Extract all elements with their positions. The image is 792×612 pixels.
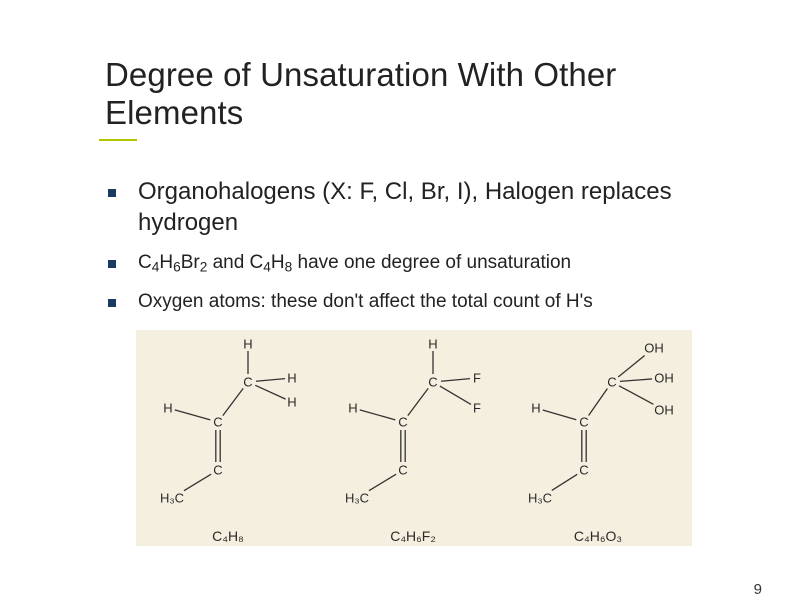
atom-label: H <box>243 337 252 352</box>
atom-label: H₃C <box>160 491 184 506</box>
atom-label: OH <box>644 341 664 356</box>
title-underline-accent <box>99 139 137 141</box>
atom-label: H <box>531 401 540 416</box>
atom-label: C <box>213 415 222 430</box>
bullet-text: Oxygen atoms: these don't affect the tot… <box>138 289 593 315</box>
bullet-row: Oxygen atoms: these don't affect the tot… <box>108 289 718 315</box>
molecule-bonds-svg <box>321 330 506 546</box>
atom-label: C <box>213 463 222 478</box>
atom-label: H <box>287 395 296 410</box>
molecule-formula-label: C₄H₆F₂ <box>390 528 436 544</box>
atom-label: F <box>473 401 481 416</box>
atom-label: OH <box>654 403 674 418</box>
atom-label: C <box>243 375 252 390</box>
slide-title: Degree of Unsaturation With Other Elemen… <box>105 56 705 133</box>
bullet-square-icon <box>108 260 116 268</box>
atom-label: C <box>579 463 588 478</box>
atom-label: H <box>163 401 172 416</box>
bullet-square-icon <box>108 299 116 307</box>
bullet-text: Organohalogens (X: F, Cl, Br, I), Haloge… <box>138 177 718 238</box>
molecule-panel: CCCHHHHH₃CC₄H₈ <box>136 330 321 546</box>
molecule-diagram: CCCHHHHH₃CC₄H₈CCCHFFHH₃CC₄H₆F₂CCCOHOHOHH… <box>136 330 692 546</box>
atom-label: H₃C <box>345 491 369 506</box>
bullet-row: Organohalogens (X: F, Cl, Br, I), Haloge… <box>108 177 718 238</box>
molecule-bonds-svg <box>136 330 321 546</box>
atom-label: OH <box>654 371 674 386</box>
page-number: 9 <box>754 581 762 598</box>
molecule-formula-label: C₄H₈ <box>212 528 244 544</box>
atom-label: C <box>579 415 588 430</box>
atom-label: C <box>398 463 407 478</box>
bullet-row: C4H6Br2 and C4H8 have one degree of unsa… <box>108 250 718 277</box>
molecule-formula-label: C₄H₆O₃ <box>574 528 622 544</box>
molecule-panel: C C C H FF H H₃C C₄H₆F₂ <box>321 330 506 546</box>
atom-label: H <box>428 337 437 352</box>
atom-label: H₃C <box>528 491 552 506</box>
atom-label: C <box>398 415 407 430</box>
molecule-bonds-svg <box>506 330 691 546</box>
bullet-square-icon <box>108 189 116 197</box>
molecule-panel: C C C OH OH OH H H₃C C₄H₆O₃ <box>506 330 691 546</box>
bullet-list: Organohalogens (X: F, Cl, Br, I), Haloge… <box>108 177 718 315</box>
atom-label: F <box>473 371 481 386</box>
atom-label: H <box>287 371 296 386</box>
bullet-text: C4H6Br2 and C4H8 have one degree of unsa… <box>138 250 571 277</box>
atom-label: C <box>428 375 437 390</box>
atom-label: H <box>348 401 357 416</box>
atom-label: C <box>607 375 616 390</box>
slide-title-block: Degree of Unsaturation With Other Elemen… <box>105 56 705 133</box>
